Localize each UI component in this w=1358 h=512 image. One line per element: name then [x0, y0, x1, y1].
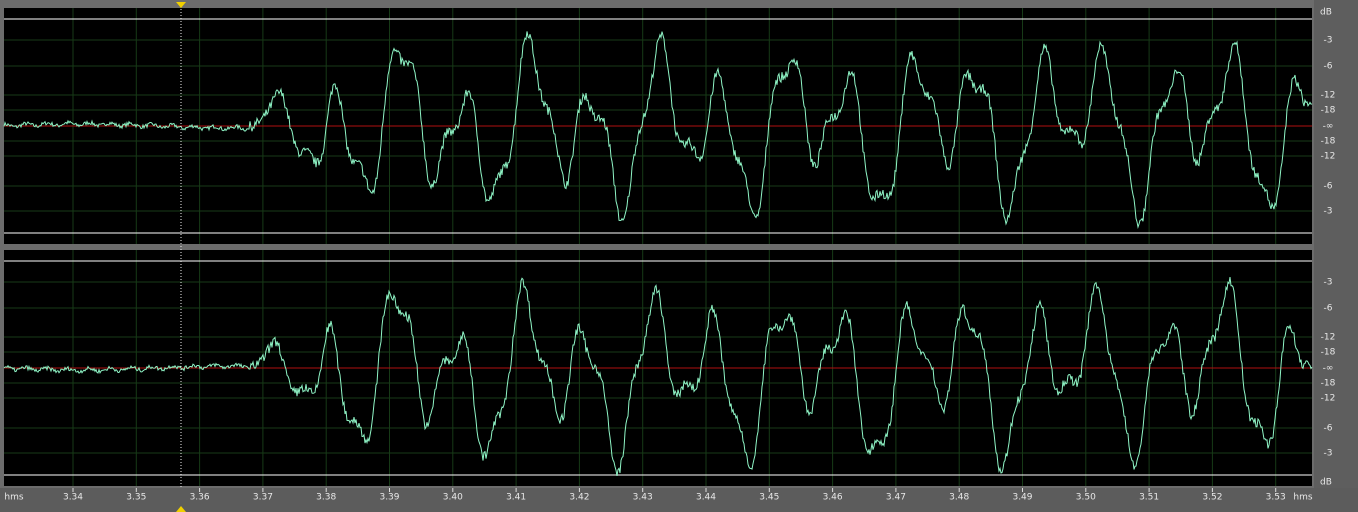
time-label: 3.51 — [1139, 493, 1159, 503]
db-label: -12 — [1321, 152, 1336, 162]
time-label: 3.40 — [443, 493, 463, 503]
time-label: 3.52 — [1202, 493, 1222, 503]
time-label: 3.42 — [569, 493, 589, 503]
time-label: 3.49 — [1012, 493, 1032, 503]
time-label: 3.44 — [696, 493, 716, 503]
db-label: -6 — [1324, 424, 1333, 434]
db-label: -18 — [1321, 379, 1336, 389]
time-label: 3.37 — [253, 493, 273, 503]
time-ruler — [0, 488, 1358, 512]
waveform — [3, 277, 1313, 476]
time-label: 3.43 — [633, 493, 653, 503]
db-label: -18 — [1321, 137, 1336, 147]
time-label: 3.45 — [759, 493, 779, 503]
waveform — [3, 31, 1313, 229]
time-unit: hms — [4, 493, 23, 503]
time-label: 3.35 — [126, 493, 146, 503]
cursor-marker — [176, 2, 186, 8]
db-ruler — [1314, 0, 1358, 488]
db-unit: dB — [1320, 8, 1332, 18]
db-unit: dB — [1320, 478, 1332, 488]
db-label: -6 — [1324, 182, 1333, 192]
time-label: 3.48 — [949, 493, 969, 503]
time-label: 3.41 — [506, 493, 526, 503]
db-label: -6 — [1324, 304, 1333, 314]
db-label: -3 — [1324, 278, 1333, 288]
db-label: -12 — [1321, 333, 1336, 343]
time-label: 3.53 — [1266, 493, 1286, 503]
time-label: 3.34 — [63, 493, 83, 503]
db-label: -3 — [1324, 207, 1333, 217]
db-label: -∞ — [1323, 364, 1334, 374]
db-label: -18 — [1321, 106, 1336, 116]
time-label: 3.36 — [190, 493, 210, 503]
time-label: 3.38 — [316, 493, 336, 503]
time-label: 3.47 — [886, 493, 906, 503]
time-label: 3.46 — [823, 493, 843, 503]
db-label: -3 — [1324, 449, 1333, 459]
time-label: 3.39 — [379, 493, 399, 503]
db-label: -18 — [1321, 348, 1336, 358]
channels: -3 -6 -12 -18 -∞ -18 -12 -6 -3 dB -3 -6 -12 -18 -∞ -18 -… — [3, 2, 1336, 512]
db-label: -12 — [1321, 394, 1336, 404]
time-unit: hms — [1293, 493, 1312, 503]
db-label: -12 — [1321, 91, 1336, 101]
db-label: -∞ — [1323, 122, 1334, 132]
db-label: -3 — [1324, 36, 1333, 46]
time-label: 3.50 — [1076, 493, 1096, 503]
db-label: -6 — [1324, 62, 1333, 72]
cursor-marker — [176, 506, 186, 512]
